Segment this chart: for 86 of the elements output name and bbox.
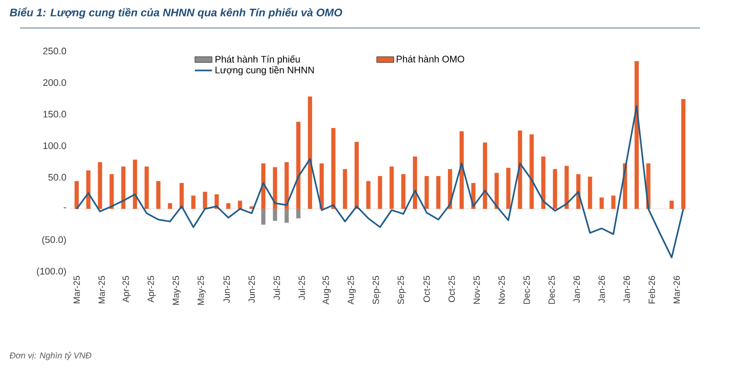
bar xyxy=(308,96,312,209)
x-tick-label: Mar-25 xyxy=(98,276,105,304)
x-tick-label: Jul-25 xyxy=(298,276,305,300)
bar xyxy=(366,181,370,209)
x-tick-label: Jan-26 xyxy=(623,276,630,303)
bar xyxy=(600,197,604,209)
bar xyxy=(460,131,464,209)
chart-title: Biểu 1: Lượng cung tiền của NHNN qua kênh Tín phiếu và OMO xyxy=(10,7,342,19)
bar xyxy=(296,208,300,218)
bar xyxy=(261,163,266,209)
x-tick-label: Dec-25 xyxy=(548,276,555,304)
bar xyxy=(238,200,242,209)
bar xyxy=(202,192,208,209)
x-tick-label: Sep-25 xyxy=(398,276,406,304)
bar xyxy=(436,176,440,209)
y-tick-label: 250.0 xyxy=(43,48,66,54)
line-series xyxy=(76,105,684,258)
y-tick-label: (50.0) xyxy=(42,236,66,245)
bar xyxy=(390,166,394,209)
x-tick-label: Apr-25 xyxy=(148,276,156,303)
bar xyxy=(74,181,79,209)
bar xyxy=(168,203,172,209)
x-tick-label: May-25 xyxy=(172,276,181,305)
bar xyxy=(110,174,114,209)
legend-label: Lượng cung tiền NHNN xyxy=(216,66,314,76)
x-tick-label: Aug-25 xyxy=(348,276,356,305)
bar xyxy=(144,166,149,209)
x-tick-label: Jul-25 xyxy=(273,276,280,300)
bar xyxy=(634,61,639,209)
x-tick-label: Aug-25 xyxy=(322,276,331,305)
bar xyxy=(541,156,546,209)
bar xyxy=(284,162,289,209)
bar xyxy=(494,172,499,209)
x-tick-label: Jun-25 xyxy=(223,276,230,303)
legend-label: Phát hành OMO xyxy=(396,55,464,62)
x-tick-label: Oct-25 xyxy=(423,276,430,302)
y-tick-label: 100.0 xyxy=(43,142,66,150)
x-tick-label: Oct-25 xyxy=(448,276,455,302)
bar xyxy=(401,174,406,209)
x-tick-label: May-25 xyxy=(198,276,206,305)
bar xyxy=(670,200,674,209)
bar xyxy=(272,167,278,209)
bar xyxy=(320,163,324,209)
bar xyxy=(226,203,230,209)
bar xyxy=(132,160,138,209)
bar xyxy=(354,142,359,209)
bar xyxy=(296,122,300,209)
y-tick-label: 50.0 xyxy=(48,174,66,181)
bar xyxy=(506,168,510,209)
bar xyxy=(331,128,336,209)
bar xyxy=(530,134,534,209)
x-tick-label: Dec-25 xyxy=(523,276,530,304)
bar xyxy=(588,176,592,209)
bar xyxy=(191,196,196,209)
x-tick-label: Mar-25 xyxy=(73,276,80,304)
x-tick-label: Jan-26 xyxy=(573,276,580,303)
y-tick-label: 150.0 xyxy=(43,110,66,118)
bar xyxy=(342,169,348,209)
y-tick-label: - xyxy=(64,207,66,208)
bar xyxy=(424,176,429,209)
bar xyxy=(261,208,266,225)
x-tick-label: Jun-25 xyxy=(248,276,255,303)
x-tick-label: Jan-26 xyxy=(598,276,605,303)
x-tick-label: Nov-25 xyxy=(498,276,505,304)
bar xyxy=(378,176,382,209)
x-tick-label: Sep-25 xyxy=(372,276,381,304)
x-tick-label: Nov-25 xyxy=(473,276,480,304)
bar xyxy=(98,162,102,209)
bar xyxy=(564,166,569,209)
y-tick-label: (100.0) xyxy=(36,268,66,276)
bar xyxy=(156,181,160,209)
bar xyxy=(272,208,278,221)
x-tick-label: Feb-26 xyxy=(648,276,655,304)
text: Đơn vị: Nghìn tỷ VNĐ xyxy=(10,352,92,360)
bar xyxy=(552,169,558,209)
bar xyxy=(681,98,686,209)
bar xyxy=(284,208,289,223)
bar xyxy=(482,142,488,209)
bar xyxy=(86,170,90,209)
bar xyxy=(121,166,126,209)
legend-label: Phát hành Tín phiếu xyxy=(216,55,300,64)
x-tick-label: Apr-25 xyxy=(122,276,131,303)
y-tick-label: 200.0 xyxy=(43,79,66,86)
x-tick-label: Mar-26 xyxy=(673,276,680,304)
bar xyxy=(611,196,616,209)
bar xyxy=(180,182,184,209)
